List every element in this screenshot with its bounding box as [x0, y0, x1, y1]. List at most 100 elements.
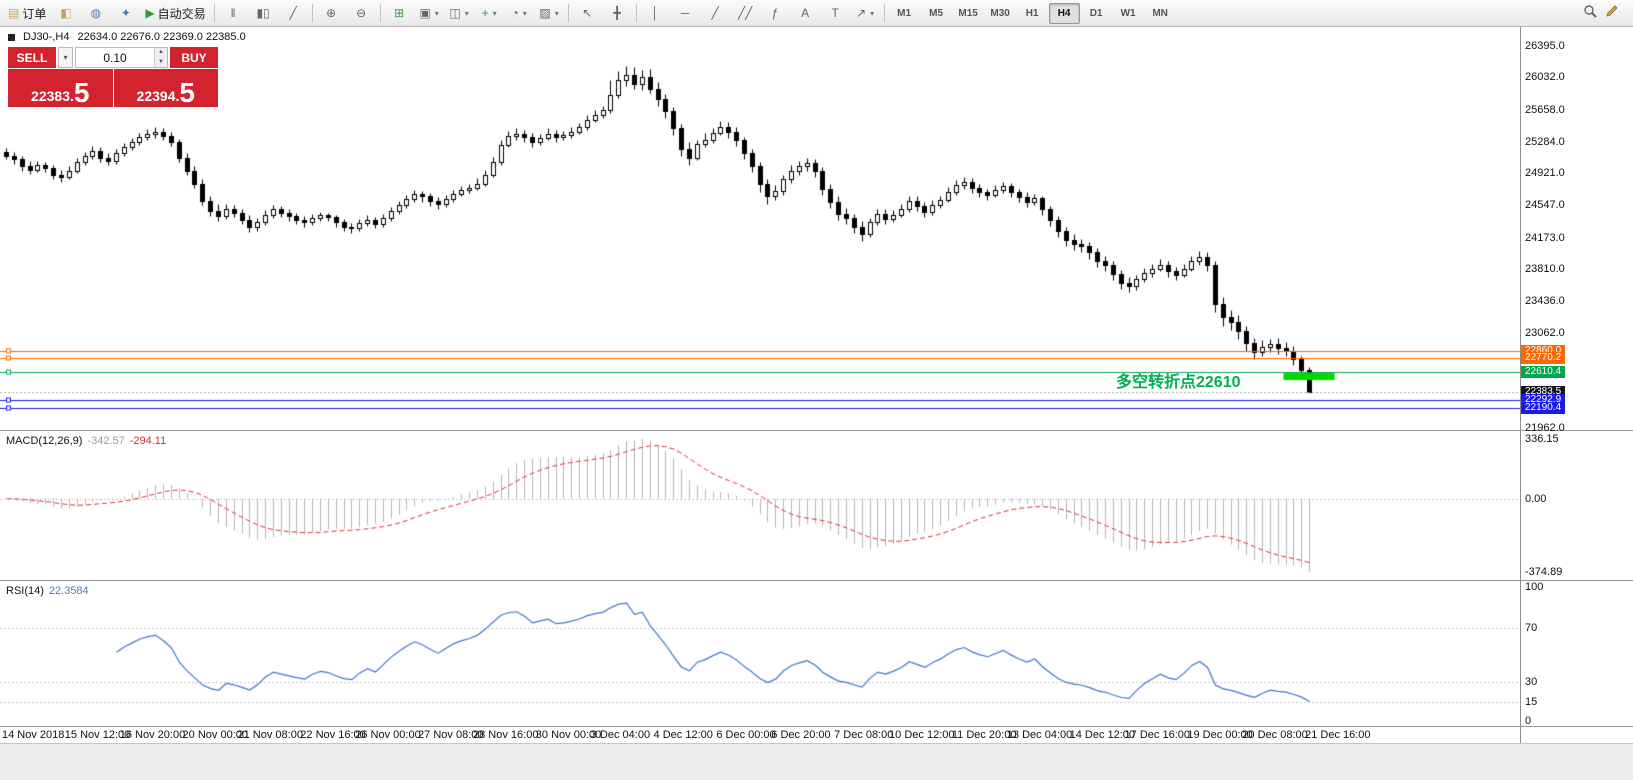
timeframe-m30[interactable]: M30 [990, 7, 1010, 19]
trendline-icon[interactable]: ╱ [701, 2, 730, 25]
price-axis-label: 24173.0 [1525, 231, 1565, 244]
chart-header: DJ30-,H4 22634.0 22676.0 22369.0 22385.0 [8, 31, 246, 43]
timeframe-w1[interactable]: W1 [1120, 7, 1136, 19]
arrows-icon[interactable]: ↗ ▾ [851, 2, 880, 25]
new-order-button[interactable]: ▤ 订单 [4, 2, 50, 25]
time-axis-label[interactable]: 6 Dec 20:00 [771, 729, 831, 741]
timeframe-d1[interactable]: D1 [1089, 7, 1103, 19]
tile-windows-icon[interactable]: ⊞ [385, 2, 414, 25]
price-axis-label: 23436.0 [1525, 295, 1565, 308]
time-axis-label[interactable]: 26 Nov 00:00 [355, 729, 421, 741]
time-axis-label[interactable]: 20 Dec 08:00 [1242, 729, 1308, 741]
rsi-axis-label: 0 [1525, 715, 1532, 727]
time-axis[interactable]: 14 Nov 2018 15 Nov 12:00 16 Nov 20:00 20 No… [0, 727, 1633, 743]
time-axis-label[interactable]: 21 Nov 08:00 [237, 729, 303, 741]
new-chart-icon[interactable]: ▣ ▾ [415, 2, 444, 25]
timeframe-m15[interactable]: M15 [958, 7, 978, 19]
time-axis-label[interactable]: 16 Nov 20:00 [119, 729, 186, 741]
time-axis-label[interactable]: 7 Dec 08:00 [834, 729, 894, 741]
market-watch-icon: ◍ [90, 6, 102, 20]
time-axis-label[interactable]: 11 Dec 20:00 [951, 729, 1017, 741]
tile-windows-icon: ⊞ [394, 6, 405, 20]
volume-value[interactable]: 0.10 [103, 50, 127, 65]
fibonacci-icon[interactable]: ƒ [761, 2, 790, 25]
time-axis-label[interactable]: 27 Nov 08:00 [418, 729, 484, 741]
navigator-icon: ✦ [120, 6, 131, 20]
rsi-panel[interactable]: RSI(14) 22.3584 100 70 30 15 0 [0, 581, 1633, 727]
zoom-in-icon[interactable]: ⊕ [317, 2, 346, 25]
timeframe-m1[interactable]: M1 [897, 7, 912, 19]
time-axis-label[interactable]: 15 Nov 12:00 [64, 729, 131, 741]
rsi-name: RSI(14) [6, 585, 44, 597]
time-axis-label[interactable]: 17 Dec 16:00 [1124, 729, 1190, 741]
profiles-icon[interactable]: ◫ ▾ [445, 2, 474, 25]
time-axis-label[interactable]: 13 Dec 04:00 [1006, 729, 1073, 741]
candlestick-chart-icon[interactable]: ▮▯ [249, 2, 278, 25]
indicators-icon[interactable]: + ▾ [475, 2, 504, 25]
volume-increase-button[interactable]: ▲ [155, 48, 167, 58]
time-axis-label[interactable]: 28 Nov 16:00 [473, 729, 539, 741]
timeframe-h4[interactable]: H4 [1048, 2, 1080, 24]
time-axis-label[interactable]: 3 Dec 04:00 [590, 729, 651, 741]
autotrading-button: ▶ [145, 6, 155, 20]
zoom-in-icon: ⊕ [326, 6, 337, 20]
time-axis-label[interactable]: 21 Dec 16:00 [1305, 729, 1371, 741]
volume-decrease-button[interactable]: ▼ [155, 57, 167, 67]
chart-window-icon[interactable]: ◧ [51, 2, 80, 25]
chevron-down-icon: ▾ [554, 8, 559, 18]
price-axis-label: 24921.0 [1525, 167, 1565, 180]
sell-price-big-digit: 5 [73, 76, 90, 108]
fibonacci-icon: ƒ [771, 6, 779, 20]
macd-panel[interactable]: MACD(12,26,9) -342.57 -294.11 336.15 0.00 -3… [0, 431, 1633, 581]
rsi-canvas[interactable] [0, 581, 1633, 726]
horizontal-line-icon: ─ [680, 6, 690, 20]
price-axis-label: 26032.0 [1525, 71, 1565, 84]
time-axis-label[interactable]: 30 Nov 00:00 [535, 729, 602, 741]
toolbar-right [1583, 4, 1629, 23]
price-chart-canvas[interactable] [0, 27, 1633, 430]
cursor-icon[interactable]: ↖ [573, 2, 602, 25]
price-chart-panel[interactable]: DJ30-,H4 22634.0 22676.0 22369.0 22385.0… [0, 27, 1633, 435]
volume-input[interactable]: 0.10 ▲ ▼ [75, 47, 168, 68]
sell-button[interactable]: SELL [8, 47, 56, 68]
line-chart-icon[interactable]: ╱ [279, 2, 308, 25]
market-watch-icon[interactable]: ◍ [81, 2, 110, 25]
time-axis-label[interactable]: 22 Nov 16:00 [300, 729, 366, 741]
price-axis-label: 21962.0 [1525, 422, 1565, 435]
time-axis-label[interactable]: 14 Dec 12:00 [1069, 729, 1136, 741]
macd-canvas[interactable] [0, 431, 1633, 580]
periods-icon[interactable]: ◔ ▾ [505, 2, 534, 25]
time-axis-label[interactable]: 20 Nov 00:00 [182, 729, 248, 741]
crosshair-icon[interactable]: ╋ [603, 2, 632, 25]
timeframe-h1[interactable]: H1 [1025, 7, 1039, 19]
search-icon[interactable] [1583, 4, 1597, 23]
macd-label: MACD(12,26,9) -342.57 -294.11 [6, 435, 166, 447]
time-axis-label[interactable]: 6 Dec 00:00 [716, 729, 776, 741]
text-icon[interactable]: A [791, 2, 820, 25]
timeframe-mn[interactable]: MN [1152, 7, 1168, 19]
time-axis-label[interactable]: 19 Dec 00:00 [1187, 729, 1253, 741]
channel-icon[interactable]: ╱╱ [731, 2, 760, 25]
horizontal-line-icon[interactable]: ─ [671, 2, 700, 25]
templates-icon[interactable]: ▨ ▾ [535, 2, 564, 25]
autotrading-button[interactable]: ▶ 自动交易 [141, 2, 209, 25]
metaeditor-pencil-icon[interactable] [1605, 4, 1619, 23]
bar-chart-icon[interactable]: ‖ [219, 2, 248, 25]
buy-price-display[interactable]: 22394. 5 [113, 69, 218, 107]
sell-price-display[interactable]: 22383. 5 [8, 69, 113, 107]
label-icon[interactable]: T [821, 2, 850, 25]
chevron-down-icon: ▾ [522, 8, 527, 18]
buy-button[interactable]: BUY [170, 47, 218, 68]
time-axis-label[interactable]: 4 Dec 12:00 [653, 729, 713, 741]
rsi-axis-label: 15 [1525, 695, 1538, 708]
zoom-out-icon[interactable]: ⊖ [347, 2, 376, 25]
vertical-line-icon[interactable]: │ [641, 2, 670, 25]
candlestick-chart-icon: ▮▯ [256, 6, 270, 20]
chevron-down-icon: ▾ [434, 8, 439, 18]
navigator-icon[interactable]: ✦ [111, 2, 140, 25]
timeframe-m5[interactable]: M5 [929, 7, 944, 19]
order-type-dropdown[interactable]: ▾ [58, 47, 73, 68]
time-axis-label[interactable]: 14 Nov 2018 [2, 729, 65, 741]
time-axis-label[interactable]: 10 Dec 12:00 [889, 729, 955, 741]
macd-signal-value: -294.11 [129, 435, 167, 447]
